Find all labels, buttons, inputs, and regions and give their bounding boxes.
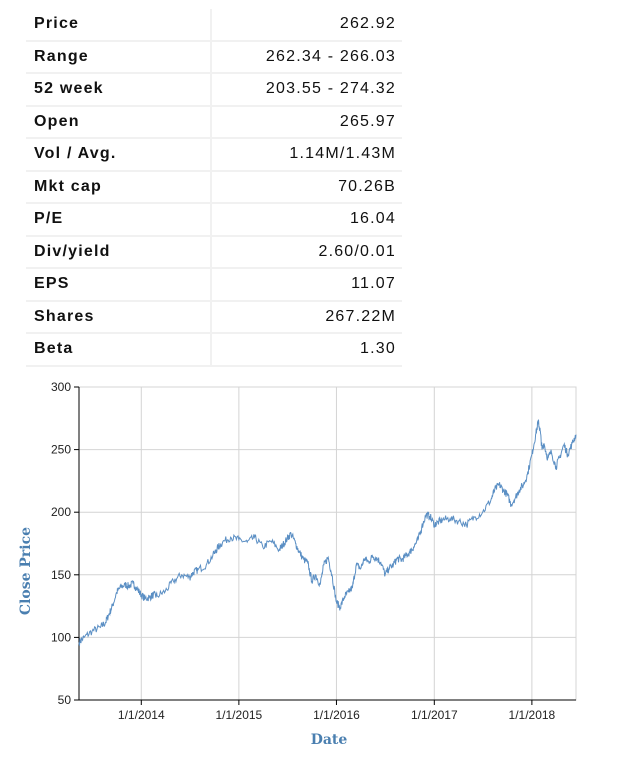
stats-row: Shares 267.22M xyxy=(26,301,402,334)
stats-row: Range 262.34 - 266.03 xyxy=(26,41,402,74)
stat-label: Div/yield xyxy=(26,236,212,269)
stat-label: Beta xyxy=(26,334,212,367)
stat-value: 203.55 - 274.32 xyxy=(212,74,402,107)
stat-value: 267.22M xyxy=(212,302,402,334)
stat-label: Mkt cap xyxy=(26,171,212,204)
x-tick-label: 1/1/2018 xyxy=(509,708,556,722)
stat-value: 262.34 - 266.03 xyxy=(212,42,402,74)
stat-label: Range xyxy=(26,41,212,74)
grid-lines xyxy=(78,386,577,701)
stats-row: Div/yield 2.60/0.01 xyxy=(26,236,402,269)
y-tick-label: 100 xyxy=(51,630,71,644)
close-price-line xyxy=(78,419,577,646)
stats-row: Open 265.97 xyxy=(26,106,402,139)
stat-label: 52 week xyxy=(26,74,212,107)
stat-label: Shares xyxy=(26,301,212,334)
stats-row: Beta 1.30 xyxy=(26,334,402,367)
stat-label: Open xyxy=(26,106,212,139)
stat-value: 262.92 xyxy=(212,9,402,42)
y-tick-label: 50 xyxy=(58,693,72,707)
stat-value: 11.07 xyxy=(212,269,402,302)
stats-row: Vol / Avg. 1.14M/1.43M xyxy=(26,139,402,172)
stat-value: 16.04 xyxy=(212,204,402,237)
stock-stats-table: Price 262.92 Range 262.34 - 266.03 52 week 20… xyxy=(26,9,402,367)
y-tick-label: 250 xyxy=(51,443,71,457)
plot-frame xyxy=(78,386,577,701)
y-tick-label: 150 xyxy=(51,568,71,582)
stats-row: EPS 11.07 xyxy=(26,269,402,302)
y-tick-label: 200 xyxy=(51,505,71,519)
chart-axes xyxy=(74,386,576,705)
stat-label: EPS xyxy=(26,269,212,302)
tick-labels: 50 100 150 200 250 300 1/1/2014 1/1/2015 1/1/201… xyxy=(51,380,556,722)
close-price-chart: 50 100 150 200 250 300 1/1/2014 1/1/2015 1/1/201… xyxy=(18,380,577,748)
stat-value: 70.26B xyxy=(212,172,402,204)
stats-row: Mkt cap 70.26B xyxy=(26,171,402,204)
y-tick-label: 300 xyxy=(51,380,71,394)
x-tick-label: 1/1/2017 xyxy=(411,708,458,722)
stat-value: 1.30 xyxy=(212,334,402,367)
stat-label: Vol / Avg. xyxy=(26,139,212,172)
stats-row: Price 262.92 xyxy=(26,9,402,42)
x-axis-title: Date xyxy=(311,732,348,748)
stat-label: P/E xyxy=(26,204,212,237)
stat-value: 1.14M/1.43M xyxy=(212,139,402,172)
stat-value: 2.60/0.01 xyxy=(212,237,402,269)
stats-row: 52 week 203.55 - 274.32 xyxy=(26,74,402,107)
stat-value: 265.97 xyxy=(212,107,402,139)
stat-label: Price xyxy=(26,9,212,42)
x-tick-label: 1/1/2014 xyxy=(118,708,165,722)
y-axis-title: Close Price xyxy=(18,527,34,615)
stats-row: P/E 16.04 xyxy=(26,204,402,237)
x-tick-label: 1/1/2015 xyxy=(216,708,263,722)
x-tick-label: 1/1/2016 xyxy=(313,708,360,722)
